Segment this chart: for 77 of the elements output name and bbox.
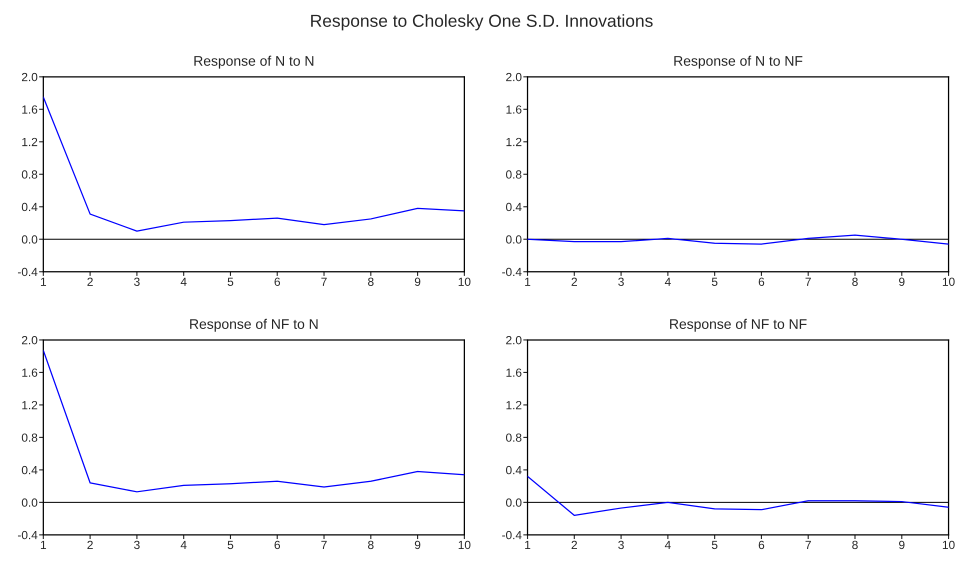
x-tick-label: 7 — [806, 278, 811, 286]
y-tick-label: 0.4 — [506, 466, 522, 474]
y-tick-label: 2.0 — [506, 336, 522, 344]
x-tick-label: 3 — [618, 278, 624, 286]
x-tick-label: 5 — [228, 540, 234, 550]
chart-title: Response of NF to NF — [670, 318, 807, 332]
y-tick-label: 1.6 — [22, 368, 38, 377]
chart-title: Response of N to N — [194, 56, 314, 69]
y-tick-label: 0.8 — [22, 433, 38, 442]
x-tick-label: 10 — [458, 278, 470, 286]
x-tick-label: 1 — [40, 540, 46, 549]
y-tick-label: 1.2 — [506, 400, 522, 410]
y-tick-label: 0.0 — [22, 498, 38, 507]
y-tick-label: 2.0 — [506, 72, 522, 82]
chart-title: Response of N to NF — [674, 56, 802, 69]
y-tick-label: 0.0 — [506, 498, 522, 507]
y-tick-label: -0.4 — [502, 530, 522, 540]
x-tick-label: 3 — [618, 540, 624, 550]
x-tick-label: 10 — [942, 540, 955, 550]
x-tick-label: 8 — [852, 540, 858, 550]
x-tick-label: 2 — [572, 540, 577, 549]
x-tick-label: 4 — [664, 540, 671, 549]
x-tick-label: 2 — [572, 278, 577, 286]
y-tick-label: 0.0 — [22, 235, 38, 244]
x-tick-label: 6 — [758, 278, 764, 286]
x-tick-label: 5 — [712, 278, 718, 286]
y-tick-label: 0.8 — [506, 170, 522, 179]
x-tick-label: 2 — [87, 278, 93, 286]
x-tick-label: 9 — [414, 278, 420, 286]
x-tick-label: 5 — [712, 540, 718, 550]
x-tick-label: 7 — [321, 540, 327, 549]
x-tick-label: 3 — [134, 278, 140, 286]
x-tick-label: 9 — [414, 540, 420, 550]
x-tick-label: 2 — [87, 540, 93, 549]
y-tick-label: 0.4 — [22, 466, 38, 474]
x-tick-label: 7 — [806, 540, 811, 549]
y-tick-label: 1.6 — [22, 105, 38, 114]
x-tick-label: 1 — [525, 278, 530, 286]
text: Response to Cholesky One S.D. Innovations — [311, 14, 653, 30]
line-series — [43, 96, 464, 232]
x-tick-label: 4 — [180, 540, 187, 549]
y-tick-label: 2.0 — [22, 72, 38, 82]
x-tick-label: 6 — [758, 540, 764, 550]
x-tick-label: 10 — [458, 540, 470, 550]
y-tick-label: 0.4 — [22, 202, 38, 212]
y-tick-label: 1.2 — [22, 400, 38, 410]
x-tick-label: 5 — [228, 278, 234, 286]
line-series — [528, 234, 949, 245]
x-tick-label: 1 — [525, 540, 530, 549]
x-tick-label: 8 — [852, 278, 858, 286]
y-tick-label: -0.4 — [18, 530, 38, 540]
x-tick-label: 4 — [664, 278, 671, 286]
y-tick-label: 0.8 — [22, 170, 38, 179]
x-tick-label: 3 — [134, 540, 140, 550]
line-series — [43, 350, 464, 492]
chart-title: Response of NF to N — [190, 318, 318, 332]
line-series — [528, 476, 949, 516]
y-tick-label: 2.0 — [22, 336, 38, 344]
y-tick-label: 1.2 — [506, 138, 522, 146]
x-tick-label: 7 — [321, 278, 327, 286]
y-tick-label: 1.6 — [506, 105, 522, 114]
x-tick-label: 6 — [274, 278, 280, 286]
y-tick-label: 0.8 — [506, 433, 522, 442]
x-tick-label: 8 — [368, 540, 374, 550]
x-tick-label: 1 — [40, 278, 46, 286]
y-tick-label: 1.2 — [22, 138, 38, 146]
x-tick-label: 10 — [942, 278, 955, 286]
x-tick-label: 4 — [180, 278, 187, 286]
y-tick-label: 0.4 — [506, 202, 522, 212]
y-tick-label: 1.6 — [506, 368, 522, 377]
y-tick-label: -0.4 — [502, 268, 522, 276]
x-tick-label: 6 — [274, 540, 280, 550]
x-tick-label: 9 — [899, 540, 904, 550]
x-tick-label: 9 — [899, 278, 904, 286]
y-tick-label: 0.0 — [506, 235, 522, 244]
y-tick-label: -0.4 — [18, 268, 38, 276]
x-tick-label: 8 — [368, 278, 374, 286]
